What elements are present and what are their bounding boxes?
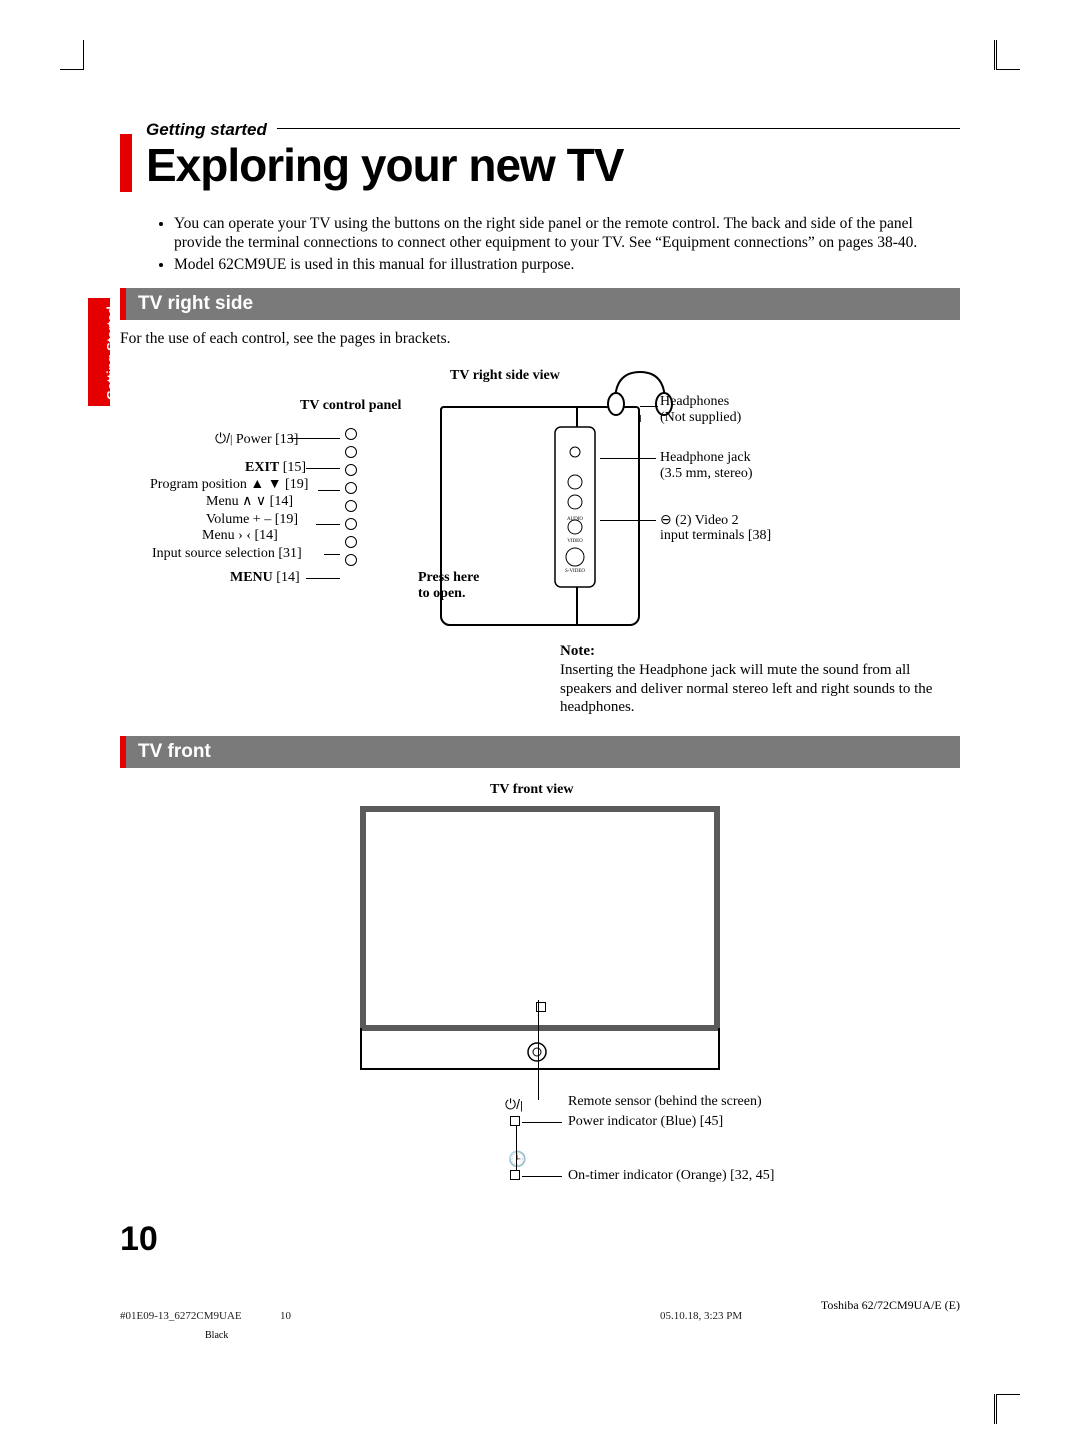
clock-icon: 🕒 xyxy=(508,1150,527,1169)
headphones-label-1: Headphones xyxy=(660,394,729,410)
tv-right-side-diagram: TV right side view TV control panel ⏻/| … xyxy=(120,362,960,722)
page-number: 10 xyxy=(120,1220,158,1259)
video2-label-1: ⊖ (2) Video 2 xyxy=(660,512,739,529)
section-rule xyxy=(277,128,960,129)
footer-doc-id: #01E09-13_6272CM9UAE xyxy=(120,1310,242,1322)
menu-ud-label: Menu ∧ ∨ [14] xyxy=(206,493,293,510)
tv-front-diagram: TV front view ⏻/| Remote sensor (behind … xyxy=(120,778,960,1198)
subhead-front: TV front xyxy=(120,736,960,768)
page-content: Getting Started Getting started Explorin… xyxy=(120,120,960,1198)
hp-jack-label-1: Headphone jack xyxy=(660,450,751,466)
press-open-label-1: Press here xyxy=(418,570,479,586)
crop-mark xyxy=(996,40,1020,70)
footer-page: 10 xyxy=(280,1310,291,1322)
intro-list: You can operate your TV using the button… xyxy=(156,214,960,274)
svg-text:S-VIDEO: S-VIDEO xyxy=(565,569,585,574)
tv-front-outline xyxy=(360,806,720,1031)
footer-model: Toshiba 62/72CM9UA/E (E) xyxy=(821,1298,960,1313)
power-icon-front: ⏻/| xyxy=(505,1096,523,1113)
prog-pos-label: Program position ▲ ▼ [19] xyxy=(150,477,308,493)
footer-timestamp: 05.10.18, 3:23 PM xyxy=(660,1310,742,1322)
note-body: Inserting the Headphone jack will mute t… xyxy=(560,661,940,717)
menu-lr-label: Menu › ‹ [14] xyxy=(202,528,278,544)
power-ind-label: Power indicator (Blue) [45] xyxy=(568,1114,723,1130)
page-title: Exploring your new TV xyxy=(146,138,960,192)
tv-side-outline xyxy=(440,406,640,626)
crop-mark xyxy=(994,40,995,70)
crop-mark xyxy=(60,40,84,70)
right-side-lead: For the use of each control, see the pag… xyxy=(120,330,960,348)
crop-mark xyxy=(994,1394,995,1424)
menu-btn-label: MENU [14] xyxy=(230,570,300,586)
press-open-label-2: to open. xyxy=(418,586,465,602)
subhead-right-side: TV right side xyxy=(120,288,960,320)
headphones-label-2: (Not supplied) xyxy=(660,410,741,426)
intro-bullet: Model 62CM9UE is used in this manual for… xyxy=(174,255,960,274)
side-tab-label: Getting Started xyxy=(104,306,119,400)
svg-text:VIDEO: VIDEO xyxy=(567,539,583,544)
svg-text:AUDIO: AUDIO xyxy=(567,517,583,522)
hp-jack-label-2: (3.5 mm, stereo) xyxy=(660,466,753,482)
control-buttons xyxy=(340,422,362,572)
volume-label: Volume + – [19] xyxy=(206,512,298,528)
note-title: Note: xyxy=(560,642,940,661)
intro-bullet: You can operate your TV using the button… xyxy=(174,214,960,253)
front-view-title: TV front view xyxy=(490,782,573,798)
note-block: Note: Inserting the Headphone jack will … xyxy=(560,642,940,717)
footer-color: Black xyxy=(205,1330,228,1341)
accent-bar xyxy=(120,134,132,192)
side-panel-icon: AUDIO VIDEO S-VIDEO xyxy=(550,422,600,592)
crop-mark xyxy=(996,1394,1020,1424)
side-tab: Getting Started xyxy=(88,298,110,406)
view-title-label: TV right side view xyxy=(450,368,560,384)
video2-label-2: input terminals [38] xyxy=(660,528,771,544)
remote-sensor-label: Remote sensor (behind the screen) xyxy=(568,1094,762,1110)
exit-label: EXIT [15] xyxy=(245,460,306,476)
input-src-label: Input source selection [31] xyxy=(152,546,302,562)
page-header: Getting started Exploring your new TV xyxy=(120,120,960,192)
control-panel-label: TV control panel xyxy=(300,398,401,414)
remote-sensor-icon xyxy=(525,1040,549,1064)
power-label: ⏻/| Power [13] xyxy=(215,430,298,448)
timer-ind-label: On-timer indicator (Orange) [32, 45] xyxy=(568,1168,774,1184)
section-label: Getting started xyxy=(146,120,267,140)
